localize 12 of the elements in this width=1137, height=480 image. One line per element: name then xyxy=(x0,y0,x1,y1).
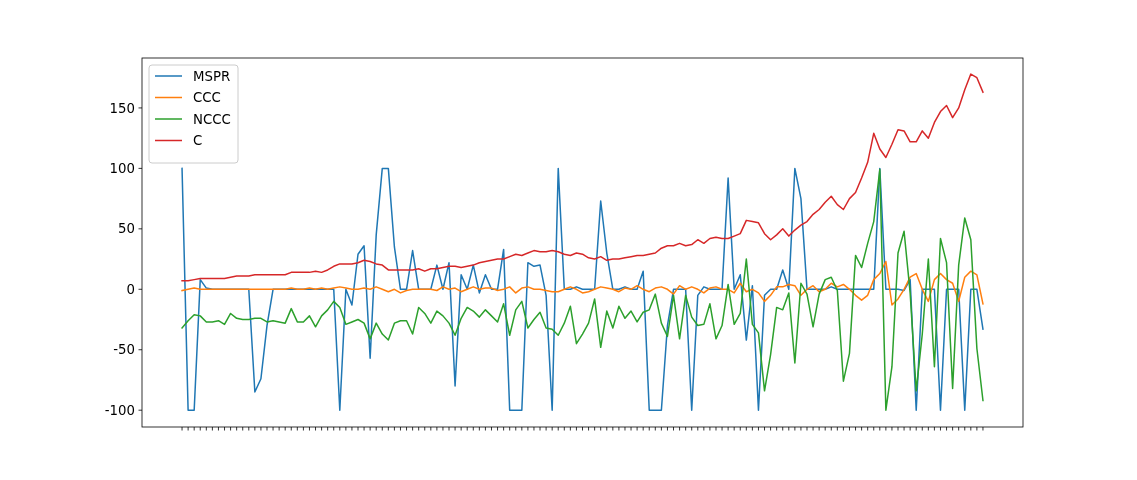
legend-label: C xyxy=(193,133,203,149)
legend-label: CCC xyxy=(193,90,221,106)
line-series xyxy=(181,73,984,282)
legend-label: NCCC xyxy=(193,111,231,127)
line-series xyxy=(181,260,984,306)
legend-label: MSPR xyxy=(193,68,231,84)
y-tick-label: 150 xyxy=(109,100,135,116)
y-tick-label: 100 xyxy=(109,161,135,177)
y-tick-label: -100 xyxy=(104,402,135,418)
y-tick-label: -50 xyxy=(113,342,135,358)
y-tick-label: 50 xyxy=(118,221,135,237)
y-tick-label: 0 xyxy=(126,281,135,297)
